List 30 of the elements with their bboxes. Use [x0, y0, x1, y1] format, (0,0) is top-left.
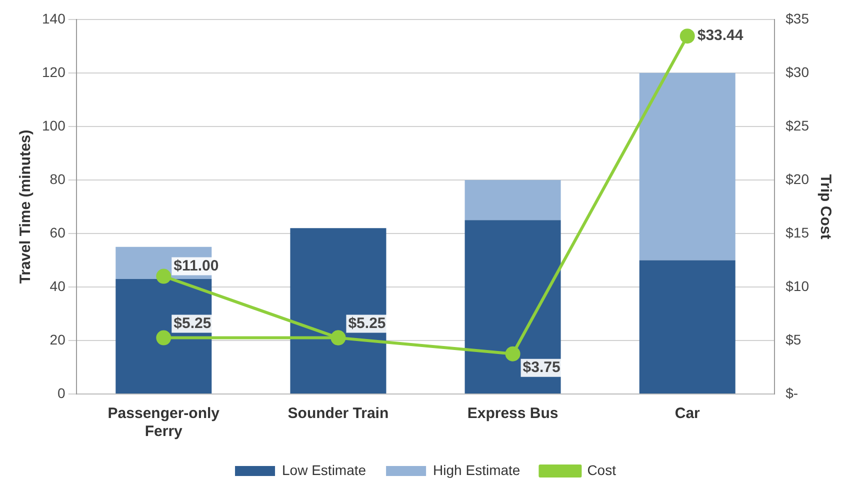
data-label: $3.75: [522, 359, 560, 376]
legend-label: Low Estimate: [282, 462, 366, 478]
x-tick-label: Car: [674, 405, 700, 422]
y2-tick-label: $25: [786, 117, 810, 134]
y-tick-label: 80: [50, 170, 66, 187]
y2-tick-label: $5: [786, 331, 802, 348]
data-label: $5.25: [174, 314, 212, 332]
legend-label: Cost: [587, 462, 616, 478]
data-label: $33.44: [697, 27, 744, 44]
y-tick-label: 100: [42, 117, 66, 134]
y2-tick-label: $-: [786, 384, 798, 401]
x-tick-label: Express Bus: [467, 405, 558, 422]
y-tick-label: 60: [50, 224, 66, 240]
y2-axis-title: Trip Cost: [816, 174, 834, 240]
y-axis-title: Travel Time (minutes): [17, 130, 34, 284]
y2-tick-label: $35: [786, 10, 810, 26]
y-tick-label: 0: [58, 384, 66, 401]
y2-tick-label: $15: [786, 224, 810, 240]
y2-tick-label: $10: [786, 278, 810, 294]
data-label: $5.25: [348, 314, 386, 332]
x-tick-label: Passenger-only Ferry: [108, 405, 220, 440]
y2-tick-label: $30: [786, 64, 810, 80]
data-label: $11.00: [174, 257, 219, 274]
y2-tick-label: $20: [786, 170, 810, 187]
y-tick-label: 20: [50, 331, 66, 348]
y-tick-label: 40: [50, 278, 66, 294]
legend-label: High Estimate: [433, 462, 520, 478]
y-tick-label: 120: [42, 64, 66, 80]
x-tick-label: Sounder Train: [288, 405, 389, 422]
y-tick-label: 140: [42, 10, 66, 26]
